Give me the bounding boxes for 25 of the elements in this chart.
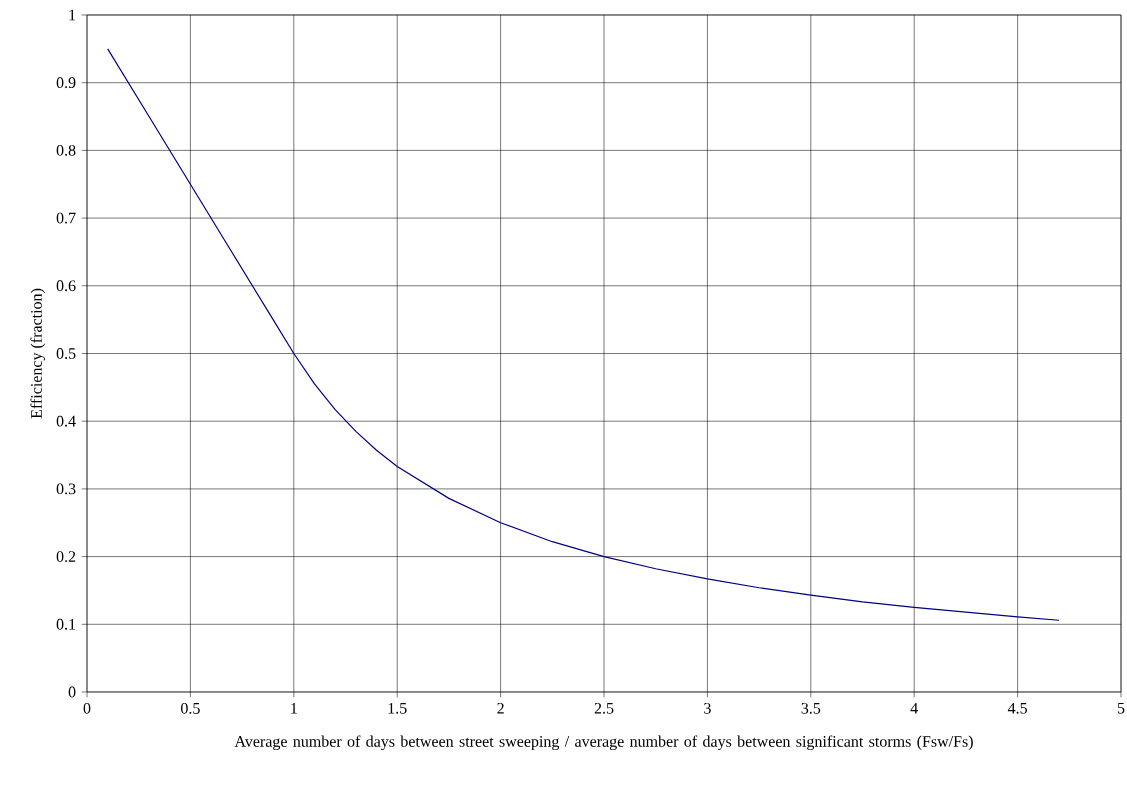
y-tick-label: 0: [68, 686, 76, 698]
x-tick-label: 2.5: [594, 702, 614, 714]
y-tick-label: 0.8: [56, 144, 76, 156]
y-tick-label: 0.3: [56, 483, 76, 495]
x-axis-title: Average number of days between street sweeping / average number of days between significant storms (Fsw/Fs): [234, 735, 973, 751]
x-tick-label: 2: [497, 702, 504, 714]
y-tick-label: 1: [69, 9, 76, 21]
x-tick-label: 1.5: [388, 702, 407, 714]
y-axis-title: Efficiency (fraction): [30, 288, 46, 419]
y-tick-label: 0.1: [56, 618, 76, 630]
x-tick-label: 1: [291, 702, 297, 714]
line-series: [107, 48, 1060, 621]
x-tick-label: 3: [704, 702, 711, 714]
y-tick-label: 0.7: [56, 212, 76, 224]
x-tick-label: 5: [1117, 702, 1125, 714]
y-tick-label: 0.6: [56, 280, 76, 292]
y-tick-label: 0.4: [56, 415, 76, 427]
x-tick-label: 4.5: [1007, 702, 1027, 714]
y-tick-label: 0.5: [56, 348, 76, 359]
x-tick-label: 0: [83, 702, 91, 714]
x-tick-label: 3.5: [801, 702, 821, 714]
x-tick-label: 4: [910, 702, 918, 714]
y-tick-label: 0.2: [56, 551, 76, 563]
x-tick-label: 0.5: [181, 702, 200, 714]
y-tick-label: 0.9: [56, 77, 76, 89]
